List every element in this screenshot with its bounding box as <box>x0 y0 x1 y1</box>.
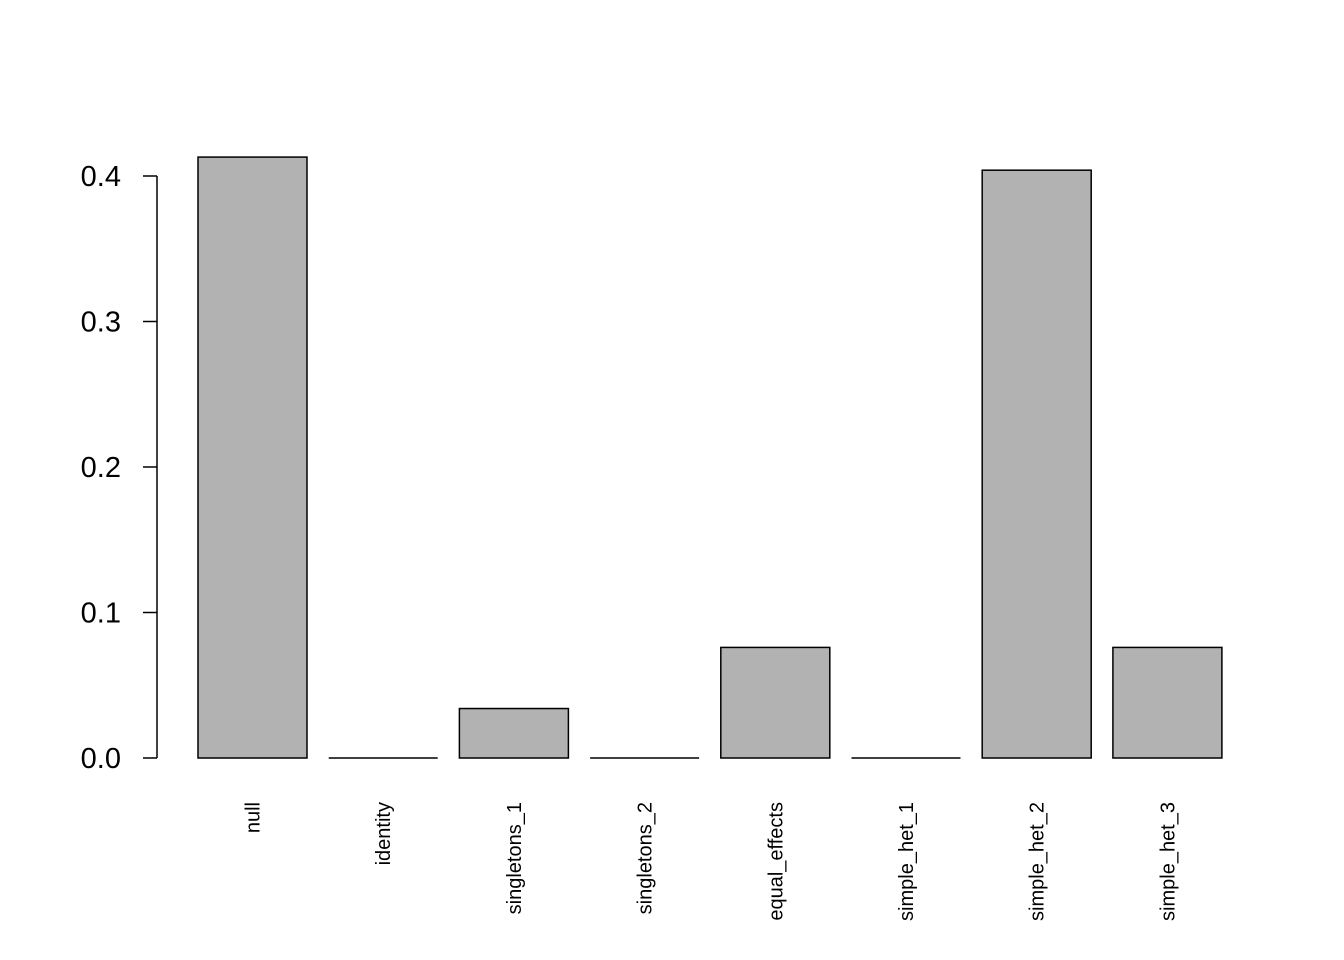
x-category-label: simple_het_3 <box>1157 802 1179 921</box>
bar-simple_het_3 <box>1112 646 1223 759</box>
x-category-label: singletons_1 <box>504 802 526 914</box>
y-tick-label: 0.2 <box>81 452 121 484</box>
bar-simple_het_2 <box>981 169 1092 759</box>
x-axis-labels: null identity singletons_1 singletons_2 equa… <box>243 802 1180 921</box>
y-axis: 0.0 0.1 0.2 0.3 0.4 <box>81 161 158 775</box>
bar-equal_effects <box>720 646 831 759</box>
x-category-label: identity <box>373 802 395 865</box>
y-tick-label: 0.0 <box>81 743 121 775</box>
x-category-label: singletons_2 <box>635 802 657 914</box>
y-tick-label: 0.3 <box>81 307 121 339</box>
y-tick-label: 0.4 <box>81 161 121 193</box>
y-tick-label: 0.1 <box>81 598 121 630</box>
x-category-label: simple_het_1 <box>896 802 918 921</box>
x-category-label: equal_effects <box>765 802 787 921</box>
bar-singletons_1 <box>458 707 570 759</box>
bar-null <box>197 156 308 759</box>
bars <box>197 156 1223 759</box>
x-category-label: null <box>243 802 265 833</box>
x-category-label: simple_het_2 <box>1027 802 1049 921</box>
